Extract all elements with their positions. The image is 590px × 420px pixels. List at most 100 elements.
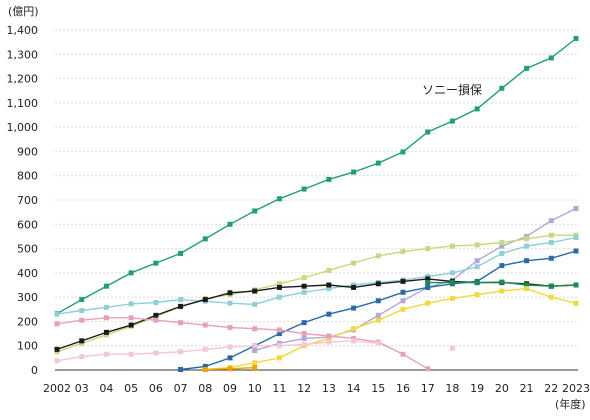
data-point — [252, 302, 257, 307]
data-point — [178, 251, 183, 256]
y-tick-label: 400 — [17, 267, 38, 280]
data-point — [252, 343, 257, 348]
data-point — [425, 366, 430, 371]
data-point — [574, 36, 579, 41]
data-point — [450, 270, 455, 275]
series-line — [181, 251, 576, 370]
data-point — [351, 326, 356, 331]
x-tick-label: 06 — [149, 382, 163, 395]
data-point — [203, 347, 208, 352]
y-tick-label: 1,400 — [7, 24, 39, 37]
data-point — [326, 312, 331, 317]
data-point — [549, 55, 554, 60]
data-point — [351, 338, 356, 343]
x-tick-label: 19 — [470, 382, 484, 395]
data-point — [425, 301, 430, 306]
data-point — [104, 352, 109, 357]
data-point — [326, 340, 331, 345]
data-point — [203, 236, 208, 241]
data-point — [326, 334, 331, 339]
data-point — [228, 290, 233, 295]
data-point — [425, 280, 430, 285]
data-point — [549, 218, 554, 223]
y-tick-label: 800 — [17, 170, 38, 183]
data-point — [79, 338, 84, 343]
x-tick-label: 11 — [272, 382, 286, 395]
x-tick-label: 16 — [396, 382, 410, 395]
x-tick-label: 2002 — [43, 382, 71, 395]
data-point — [376, 253, 381, 258]
data-point — [524, 236, 529, 241]
data-point — [499, 280, 504, 285]
data-point — [499, 263, 504, 268]
data-point — [277, 355, 282, 360]
data-point — [351, 261, 356, 266]
data-point — [524, 66, 529, 71]
data-point — [277, 196, 282, 201]
data-point — [475, 280, 480, 285]
data-point — [351, 306, 356, 311]
data-point — [55, 321, 60, 326]
data-point — [104, 330, 109, 335]
x-tick-label: 18 — [445, 382, 459, 395]
data-point — [376, 341, 381, 346]
data-point — [252, 365, 257, 370]
data-point — [376, 281, 381, 286]
data-point — [277, 343, 282, 348]
x-tick-label: 05 — [124, 382, 138, 395]
data-point — [129, 323, 134, 328]
y-tick-label: 600 — [17, 218, 38, 231]
x-tick-label: 10 — [248, 382, 262, 395]
data-point — [79, 318, 84, 323]
data-point — [129, 352, 134, 357]
data-point — [376, 313, 381, 318]
data-point — [252, 348, 257, 353]
y-tick-label: 0 — [31, 364, 38, 377]
data-point — [252, 208, 257, 213]
data-point — [475, 258, 480, 263]
data-point — [228, 222, 233, 227]
data-point — [326, 268, 331, 273]
x-tick-label: 2023 — [562, 382, 590, 395]
data-point — [401, 279, 406, 284]
data-point — [252, 326, 257, 331]
data-point — [129, 315, 134, 320]
data-point — [252, 360, 257, 365]
data-point — [450, 296, 455, 301]
series-annotation-label: ソニー損保 — [422, 82, 482, 97]
grid-lines — [55, 30, 578, 346]
data-point — [475, 264, 480, 269]
y-tick-label: 100 — [17, 340, 38, 353]
x-tick-label: 04 — [99, 382, 113, 395]
x-tick-label: 12 — [297, 382, 311, 395]
data-point — [549, 240, 554, 245]
x-tick-label: 14 — [347, 382, 361, 395]
data-point — [376, 298, 381, 303]
data-point — [376, 318, 381, 323]
data-point — [302, 284, 307, 289]
y-tick-label: 1,100 — [7, 97, 39, 110]
y-tick-label: 200 — [17, 315, 38, 328]
data-point — [351, 170, 356, 175]
data-point — [450, 119, 455, 124]
data-point — [475, 106, 480, 111]
data-point — [499, 289, 504, 294]
y-axis-unit-label: (億円) — [8, 5, 39, 18]
data-point — [302, 336, 307, 341]
data-point — [524, 286, 529, 291]
data-point — [401, 290, 406, 295]
data-point — [178, 367, 183, 372]
data-point — [302, 320, 307, 325]
y-tick-label: 300 — [17, 291, 38, 304]
series-6 — [55, 276, 579, 351]
data-point — [574, 235, 579, 240]
data-point — [524, 258, 529, 263]
data-point — [499, 86, 504, 91]
data-point — [228, 301, 233, 306]
data-point — [104, 284, 109, 289]
y-tick-label: 700 — [17, 194, 38, 207]
data-point — [574, 283, 579, 288]
data-point — [178, 349, 183, 354]
x-tick-label: 15 — [371, 382, 385, 395]
